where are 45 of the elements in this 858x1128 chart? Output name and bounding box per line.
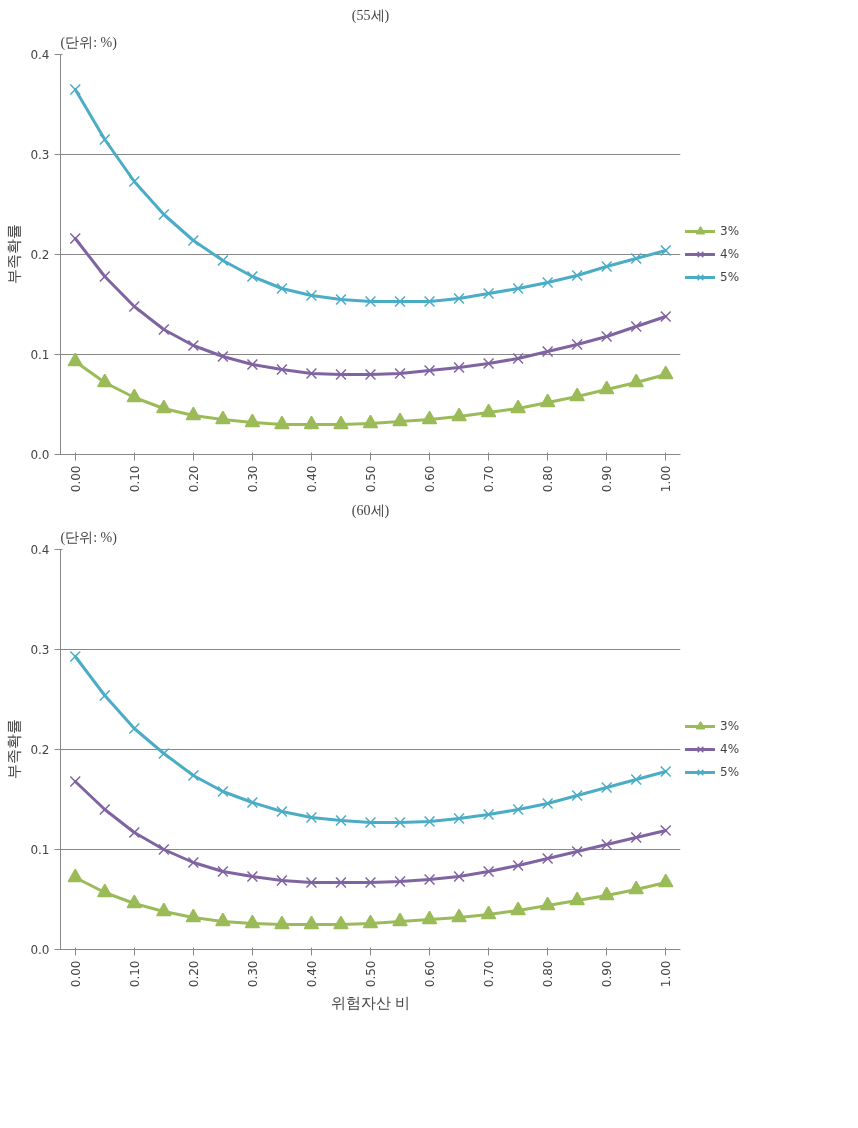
y-axis-title: 부족확률 — [6, 719, 23, 780]
y-axis-title: 부족확률 — [6, 224, 23, 285]
x-tick-label: 0.60 — [423, 960, 438, 988]
legend-label: 5% — [720, 270, 740, 284]
x-tick-label: 0.80 — [541, 960, 556, 988]
y-tick-label: 0.2 — [30, 743, 50, 757]
y-tick-label: 0.1 — [30, 348, 50, 362]
y-tick-label: 0.1 — [30, 843, 50, 857]
x-tick-label: 0.90 — [600, 960, 615, 988]
text: (단위: %) — [60, 529, 118, 546]
x-tick-label: 0.40 — [304, 465, 319, 493]
legend-label: 4% — [720, 742, 740, 756]
x-tick-label: 0.10 — [127, 465, 142, 493]
x-tick-label: 0.20 — [186, 465, 201, 493]
chart-title: (55세) — [351, 7, 390, 24]
legend-label: 4% — [720, 247, 740, 261]
x-tick-label: 0.70 — [482, 960, 497, 988]
y-tick-label: 0.0 — [30, 943, 50, 957]
x-tick-label: 0.40 — [304, 960, 319, 988]
x-tick-label: 0.50 — [364, 960, 378, 988]
legend-label: 3% — [720, 719, 740, 733]
x-tick-label: 0.10 — [127, 960, 142, 988]
y-tick-label: 0.2 — [30, 248, 50, 262]
x-tick-label: 0.90 — [600, 465, 615, 493]
x-tick-label: 0.50 — [364, 465, 378, 493]
x-tick-label: 0.30 — [245, 960, 260, 988]
chart-title: (60세) — [351, 502, 390, 519]
x-tick-label: 0.60 — [423, 465, 438, 493]
legend-label: 3% — [720, 224, 740, 238]
x-axis-title: 위험자산 비 — [331, 995, 410, 1012]
x-tick-label: 0.80 — [541, 465, 556, 493]
text: (단위: %) — [60, 34, 118, 51]
x-tick-label: 0.20 — [186, 960, 201, 988]
legend-label: 5% — [720, 765, 740, 779]
y-tick-label: 0.3 — [30, 148, 50, 162]
y-tick-label: 0.4 — [30, 543, 50, 557]
x-tick-label: 0.70 — [482, 465, 497, 493]
x-tick-label: 1.00 — [659, 465, 674, 493]
x-tick-label: 0.30 — [245, 465, 260, 493]
y-tick-label: 0.0 — [30, 448, 50, 462]
x-tick-label: 0.00 — [68, 960, 83, 988]
x-tick-label: 1.00 — [659, 960, 674, 988]
x-tick-label: 0.00 — [68, 465, 83, 493]
y-tick-label: 0.3 — [30, 643, 50, 657]
y-tick-label: 0.4 — [30, 48, 50, 62]
